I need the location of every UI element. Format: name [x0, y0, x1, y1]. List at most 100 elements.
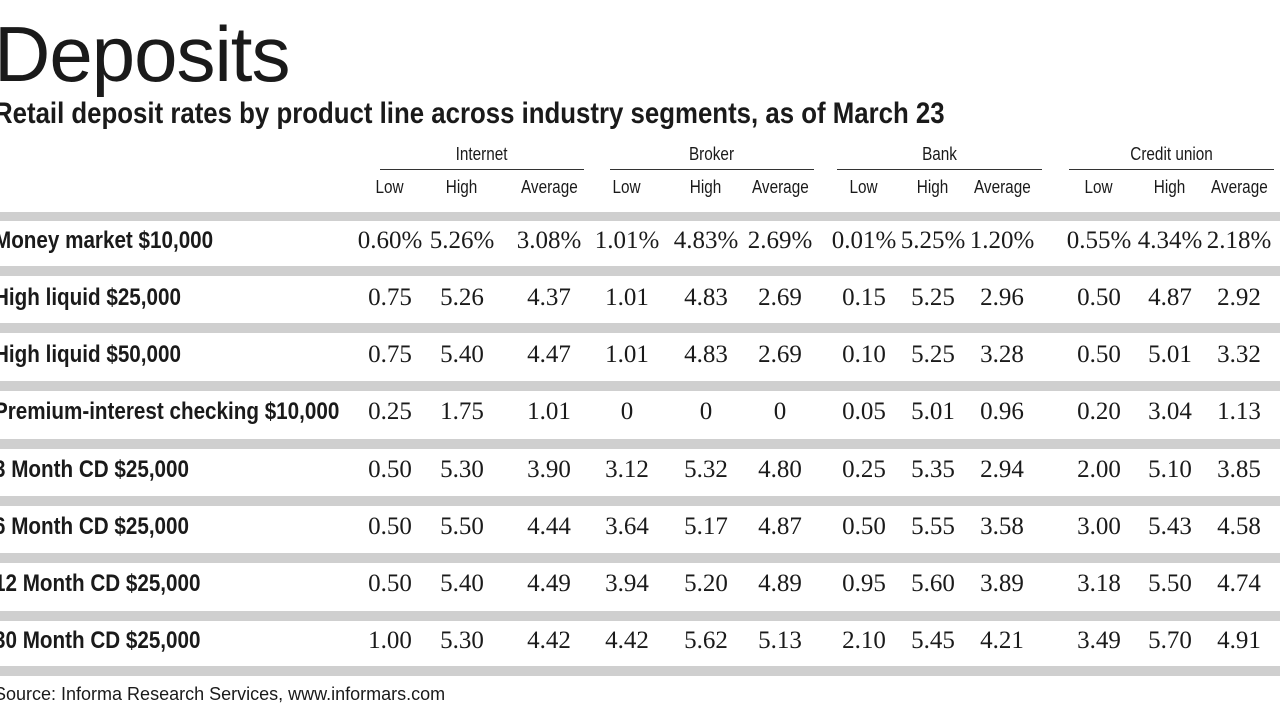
table-cell: 3.64: [605, 513, 649, 540]
column-header-average: Average: [509, 175, 589, 199]
table-cell: 5.50: [440, 513, 484, 540]
row-divider-band: [0, 496, 1280, 506]
table-cell: 3.90: [527, 456, 571, 483]
table-cell: 3.49: [1077, 627, 1121, 654]
table-cell: 4.83: [684, 341, 728, 368]
table-cell: 5.32: [684, 456, 728, 483]
source-note: Source: Informa Research Services, www.i…: [0, 684, 446, 704]
table-cell: 3.12: [605, 456, 649, 483]
group-header-internet: Internet: [380, 143, 584, 170]
table-cell: 0.50: [368, 513, 412, 540]
group-header-broker: Broker: [610, 143, 814, 170]
column-header-low: Low: [350, 175, 430, 199]
table-cell: 3.89: [980, 570, 1024, 597]
column-header-high: High: [422, 175, 502, 199]
table-cell: 4.42: [605, 627, 649, 654]
table-cell: 2.69: [758, 341, 802, 368]
table-cell: 4.91: [1217, 627, 1261, 654]
table-cell: 4.80: [758, 456, 802, 483]
table-cell: 5.62: [684, 627, 728, 654]
row-divider-band: [0, 212, 1280, 221]
table-cell: 1.75: [440, 398, 484, 425]
table-cell: 1.01%: [594, 227, 660, 254]
column-header-label: Low: [612, 177, 642, 197]
table-cell: 4.42: [527, 627, 571, 654]
column-header-label: High: [446, 177, 478, 197]
column-header-average: Average: [962, 175, 1042, 199]
table-cell: 2.69%: [747, 227, 813, 254]
row-divider-band: [0, 439, 1280, 449]
table-cell: 0: [699, 398, 713, 425]
table-cell: 5.10: [1148, 456, 1192, 483]
table-cell: 1.00: [368, 627, 412, 654]
row-label: High liquid $25,000: [0, 284, 181, 311]
table-cell: 0.96: [980, 398, 1024, 425]
column-header-label: Average: [973, 177, 1031, 197]
group-header-bank: Bank: [837, 143, 1042, 170]
group-header-label: Credit union: [1130, 144, 1213, 164]
row-label: 6 Month CD $25,000: [0, 513, 189, 540]
table-cell: 1.01: [605, 341, 649, 368]
table-cell: 5.60: [911, 570, 955, 597]
group-header-label: Broker: [689, 144, 735, 164]
table-cell: 5.55: [911, 513, 955, 540]
table-cell: 0: [773, 398, 787, 425]
table-cell: 4.34%: [1137, 227, 1203, 254]
table-cell: 5.17: [684, 513, 728, 540]
table-cell: 5.35: [911, 456, 955, 483]
page-title: Deposits: [0, 10, 290, 98]
column-header-label: High: [1154, 177, 1186, 197]
table-cell: 0: [620, 398, 634, 425]
table-cell: 5.01: [911, 398, 955, 425]
table-cell: 5.20: [684, 570, 728, 597]
table-cell: 5.50: [1148, 570, 1192, 597]
table-cell: 3.85: [1217, 456, 1261, 483]
column-header-average: Average: [1199, 175, 1279, 199]
column-header-low: Low: [1059, 175, 1139, 199]
table-cell: 4.49: [527, 570, 571, 597]
table-cell: 3.32: [1217, 341, 1261, 368]
table-cell: 0.75: [368, 284, 412, 311]
column-header-label: Low: [1084, 177, 1114, 197]
row-label: Premium-interest checking $10,000: [0, 398, 340, 425]
table-cell: 2.69: [758, 284, 802, 311]
table-cell: 5.26%: [429, 227, 495, 254]
table-cell: 0.01%: [831, 227, 897, 254]
column-header-high: High: [893, 175, 973, 199]
table-cell: 5.40: [440, 570, 484, 597]
table-cell: 5.01: [1148, 341, 1192, 368]
table-cell: 5.25: [911, 284, 955, 311]
table-cell: 0.10: [842, 341, 886, 368]
table-cell: 4.21: [980, 627, 1024, 654]
table-cell: 5.43: [1148, 513, 1192, 540]
table-cell: 0.55%: [1066, 227, 1132, 254]
row-label: 30 Month CD $25,000: [0, 627, 201, 654]
column-header-average: Average: [740, 175, 820, 199]
table-cell: 4.89: [758, 570, 802, 597]
group-header-label: Internet: [456, 144, 508, 164]
table-cell: 4.87: [758, 513, 802, 540]
row-divider-band: [0, 553, 1280, 563]
table-cell: 3.04: [1148, 398, 1192, 425]
row-divider-band: [0, 266, 1280, 276]
table-cell: 0.50: [1077, 284, 1121, 311]
group-header-credit-union: Credit union: [1069, 143, 1274, 170]
group-header-label: Bank: [922, 144, 957, 164]
table-cell: 2.92: [1217, 284, 1261, 311]
column-header-label: High: [917, 177, 949, 197]
table-cell: 2.10: [842, 627, 886, 654]
table-cell: 0.25: [368, 398, 412, 425]
row-divider-band: [0, 611, 1280, 621]
column-header-label: Average: [520, 177, 578, 197]
table-cell: 4.87: [1148, 284, 1192, 311]
table-cell: 3.28: [980, 341, 1024, 368]
table-cell: 2.00: [1077, 456, 1121, 483]
table-cell: 4.44: [527, 513, 571, 540]
table-cell: 5.25%: [900, 227, 966, 254]
page-subtitle: Retail deposit rates by product line acr…: [0, 97, 945, 130]
table-cell: 5.45: [911, 627, 955, 654]
table-cell: 0.25: [842, 456, 886, 483]
row-divider-band: [0, 666, 1280, 676]
column-header-label: Average: [1210, 177, 1268, 197]
